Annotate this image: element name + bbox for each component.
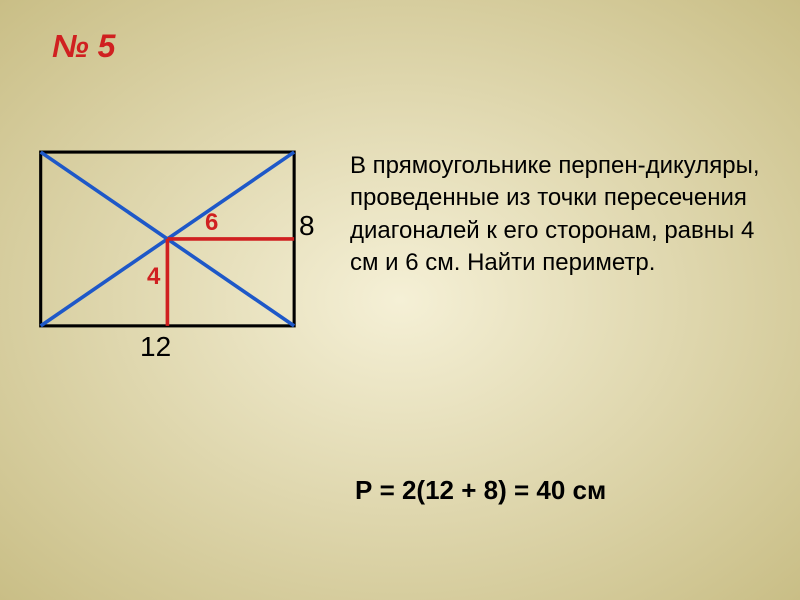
label-twelve: 12 bbox=[140, 331, 171, 363]
diagram-container: 6 4 8 12 bbox=[20, 130, 330, 410]
problem-statement: В прямоугольнике перпен-дикуляры, провед… bbox=[350, 150, 760, 280]
problem-text-area: В прямоугольнике перпен-дикуляры, провед… bbox=[350, 130, 760, 410]
problem-number: № 5 bbox=[52, 28, 115, 65]
geometry-figure bbox=[20, 130, 320, 350]
content-row: 6 4 8 12 В прямоугольнике перпен-дикуляр… bbox=[20, 130, 760, 410]
label-four: 4 bbox=[147, 263, 160, 291]
label-eight: 8 bbox=[299, 210, 315, 242]
answer-line: Р = 2(12 + 8) = 40 см bbox=[355, 475, 606, 506]
label-six: 6 bbox=[205, 209, 218, 237]
